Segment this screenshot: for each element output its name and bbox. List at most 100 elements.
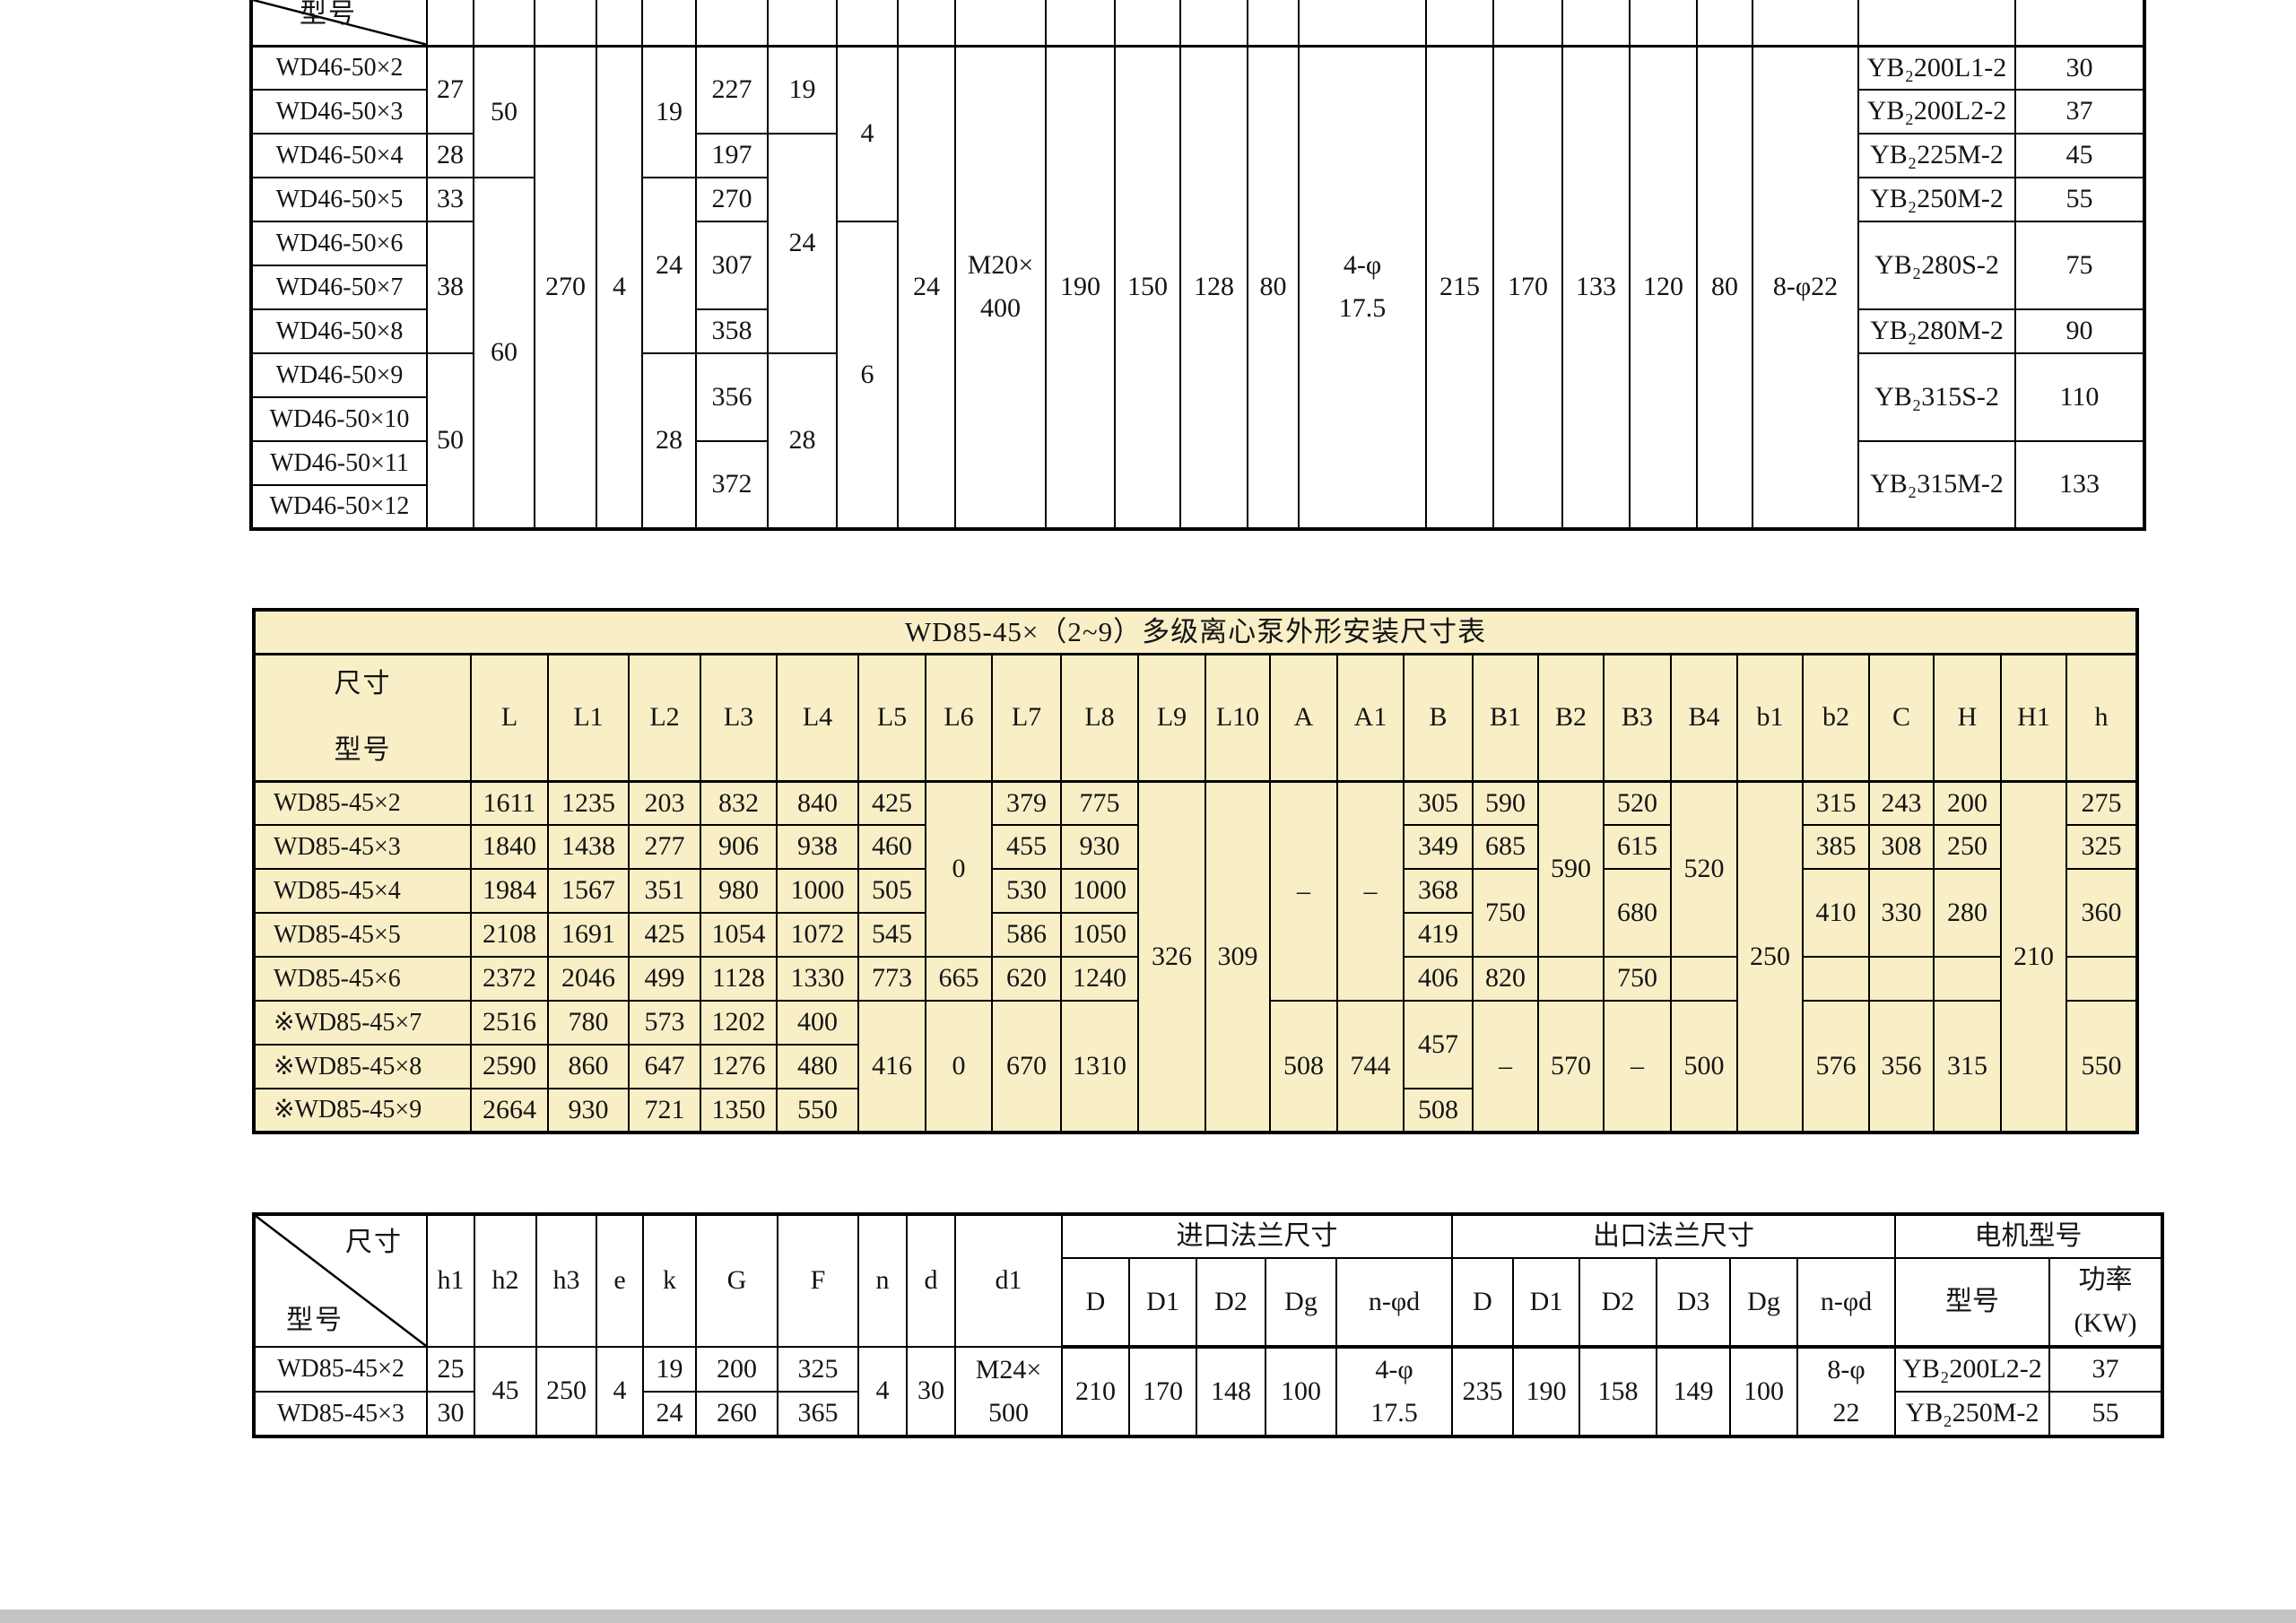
cell-inlet-D: 190 (1045, 45, 1116, 530)
cell-dim: 243 (1868, 780, 1935, 826)
diagonal-line (256, 1216, 426, 1346)
column-header: L9 (1137, 653, 1206, 783)
cell-dim: 938 (776, 824, 859, 870)
cell-dim: 2590 (470, 1044, 549, 1089)
column-header: B2 (1537, 653, 1605, 783)
cell-dim: 780 (547, 1000, 630, 1046)
cell-outlet-nphid: 8-φ22 (1752, 45, 1859, 530)
column-header: G (695, 1213, 778, 1348)
header-cell-cut (596, 0, 643, 48)
cell-motor-power: 45 (2014, 133, 2145, 178)
header-cell-cut (954, 0, 1047, 48)
cell-empty (1933, 956, 2002, 1002)
cell-dim: 840 (776, 780, 859, 826)
header-cell-cut (1247, 0, 1300, 48)
cell-dim: 203 (628, 780, 701, 826)
column-header: L2 (628, 653, 701, 783)
cell-dim: 45 (474, 1346, 537, 1437)
table-row: ※WD85-45×7 2516 780 573 1202 400 416 0 6… (253, 1000, 2138, 1133)
cell-model: ※WD85-45×7 (253, 1000, 472, 1046)
cell-dim: 647 (628, 1044, 701, 1089)
table-row: 型号 (250, 0, 2145, 48)
cell-model: WD46-50×12 (250, 484, 428, 530)
column-header: D1 (1512, 1257, 1580, 1349)
cell-dim: 665 (925, 956, 993, 1002)
cell-dim: 457 (1403, 1000, 1474, 1089)
cell-model: WD85-45×3 (253, 824, 472, 870)
table-row: WD85-45×4 1984 1567 351 980 1000 505 530… (253, 868, 2138, 958)
cell-dim: 615 (1603, 824, 1672, 870)
cell-motor-power: 37 (2014, 89, 2145, 135)
cell-model: WD46-50×3 (250, 89, 428, 135)
header-cell-cut (473, 0, 535, 48)
column-header: L6 (925, 653, 993, 783)
cell-outlet-D: 235 (1451, 1346, 1514, 1437)
cell-dim: 210 (2000, 780, 2067, 1133)
cell-dim: 315 (1802, 780, 1870, 826)
cell-dim: 1350 (700, 1088, 778, 1133)
corner-cell: 型号 (250, 0, 428, 48)
cell-dim: 1050 (1060, 912, 1139, 958)
cell-motor-model: YB₂250M-2 (1857, 177, 2016, 222)
table-row: D D1 D2 Dg n-φd D D1 D2 D3 Dg n-φd 型号 功率… (254, 1257, 2163, 1349)
cell-dim: 280 (1933, 868, 2002, 958)
corner-dimension-label: 尺寸 (334, 668, 392, 699)
cell-model: WD85-45×2 (253, 780, 472, 826)
cell-dim: 4 (857, 1346, 908, 1437)
cell-dim: 820 (1472, 956, 1539, 1002)
cell-outlet-D3: 149 (1656, 1346, 1731, 1437)
cell-dim: 2372 (470, 956, 549, 1002)
cell-dim: 25 (426, 1346, 475, 1393)
cell-dim: 590 (1472, 780, 1539, 826)
cell-dim: 680 (1603, 868, 1672, 958)
cell-dim: 308 (1868, 824, 1935, 870)
cell-dim: 2108 (470, 912, 549, 958)
cell-dim: 50 (473, 45, 535, 178)
cell-model: ※WD85-45×8 (253, 1044, 472, 1089)
column-header: L7 (991, 653, 1062, 783)
cell-dim: 455 (991, 824, 1062, 870)
cell-model: WD85-45×5 (253, 912, 472, 958)
column-header: h2 (474, 1213, 537, 1348)
cell-dim: 227 (695, 45, 769, 135)
cell-dim: 356 (1868, 1000, 1935, 1133)
header-cell-cut (1857, 0, 2016, 48)
cell-dim: 1000 (776, 868, 859, 914)
column-header: n-φd (1335, 1257, 1453, 1349)
cell-dim: 750 (1603, 956, 1672, 1002)
cell-dim: 520 (1603, 780, 1672, 826)
cell-dim: 480 (776, 1044, 859, 1089)
column-header: D (1061, 1257, 1130, 1349)
column-header: L1 (547, 653, 630, 783)
cell-dim: 315 (1933, 1000, 2002, 1133)
table-row: ※WD85-45×9 2664 930 721 1350 550 508 (253, 1088, 2137, 1133)
header-cell-cut (1045, 0, 1116, 48)
cell-dim: 356 (695, 352, 769, 442)
column-header: h1 (426, 1213, 475, 1348)
column-header: n-φd (1796, 1257, 1896, 1349)
cell-dim: 2046 (547, 956, 630, 1002)
table-row: WD46-50×12 (250, 484, 2144, 530)
cell-dim: 930 (547, 1088, 630, 1133)
cell-dim: 1330 (776, 956, 859, 1002)
cell-dim: 410 (1802, 868, 1870, 958)
cell-empty (1868, 956, 1935, 1002)
cell-motor-power: 30 (2014, 45, 2145, 91)
column-header: D2 (1578, 1257, 1657, 1349)
header-cell-cut (1752, 0, 1859, 48)
column-header: n (857, 1213, 908, 1348)
column-header: 型号 (1894, 1257, 2050, 1349)
table-wd46-50-dimensions: 型号 WD46-50×2 27 50 270 4 19 227 19 4 24 … (249, 0, 2146, 531)
cell-dim: 307 (695, 221, 769, 310)
header-cell-cut (534, 0, 597, 48)
cell-dim: 980 (700, 868, 778, 914)
cell-dim: 368 (1403, 868, 1474, 914)
cell-dim: 6 (836, 221, 899, 530)
header-cell-cut (641, 0, 697, 48)
cell-dim: 1240 (1060, 956, 1139, 1002)
cell-dim: 1691 (547, 912, 630, 958)
table-row: WD85-45×3 1840 1438 277 906 938 460 455 … (253, 824, 2138, 870)
cell-inlet-Dg: 100 (1265, 1346, 1337, 1437)
cell-dim: 372 (695, 440, 769, 530)
cell-model: WD46-50×4 (250, 133, 428, 178)
